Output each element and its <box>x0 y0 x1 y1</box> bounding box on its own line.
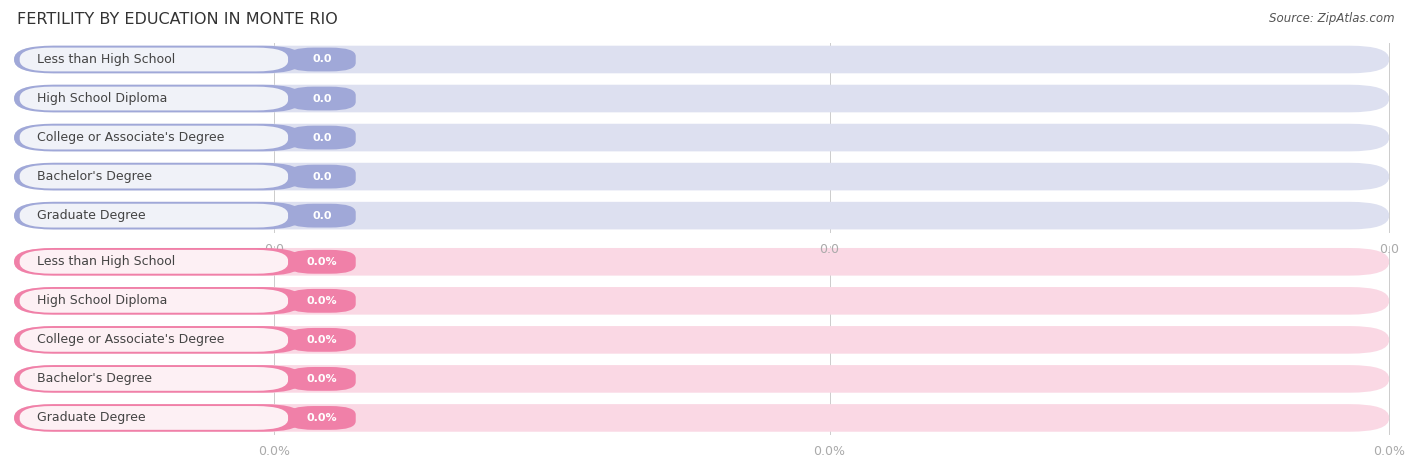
FancyBboxPatch shape <box>20 367 288 391</box>
FancyBboxPatch shape <box>288 87 356 110</box>
FancyBboxPatch shape <box>288 250 356 274</box>
Text: Bachelor's Degree: Bachelor's Degree <box>37 372 152 386</box>
FancyBboxPatch shape <box>20 126 288 149</box>
FancyBboxPatch shape <box>20 406 288 430</box>
Text: High School Diploma: High School Diploma <box>37 294 167 307</box>
FancyBboxPatch shape <box>14 326 1389 354</box>
FancyBboxPatch shape <box>14 202 1389 229</box>
Text: 0.0%: 0.0% <box>259 445 290 458</box>
FancyBboxPatch shape <box>288 328 356 352</box>
Text: Graduate Degree: Graduate Degree <box>37 411 145 425</box>
Text: Less than High School: Less than High School <box>37 255 174 268</box>
Text: 0.0: 0.0 <box>312 54 332 65</box>
FancyBboxPatch shape <box>288 204 356 228</box>
FancyBboxPatch shape <box>14 326 302 354</box>
FancyBboxPatch shape <box>288 367 356 391</box>
FancyBboxPatch shape <box>14 248 1389 276</box>
Text: Less than High School: Less than High School <box>37 53 174 66</box>
FancyBboxPatch shape <box>14 248 302 276</box>
FancyBboxPatch shape <box>288 406 356 430</box>
Text: 0.0%: 0.0% <box>307 257 337 267</box>
FancyBboxPatch shape <box>14 365 1389 393</box>
Text: 0.0: 0.0 <box>312 171 332 182</box>
Text: Graduate Degree: Graduate Degree <box>37 209 145 222</box>
Text: 0.0%: 0.0% <box>307 374 337 384</box>
FancyBboxPatch shape <box>14 124 1389 151</box>
FancyBboxPatch shape <box>14 163 1389 190</box>
Text: FERTILITY BY EDUCATION IN MONTE RIO: FERTILITY BY EDUCATION IN MONTE RIO <box>17 12 337 27</box>
FancyBboxPatch shape <box>288 165 356 188</box>
FancyBboxPatch shape <box>20 328 288 352</box>
FancyBboxPatch shape <box>288 289 356 313</box>
Text: Source: ZipAtlas.com: Source: ZipAtlas.com <box>1270 12 1395 25</box>
FancyBboxPatch shape <box>20 87 288 110</box>
FancyBboxPatch shape <box>14 124 302 151</box>
FancyBboxPatch shape <box>288 126 356 149</box>
Text: Bachelor's Degree: Bachelor's Degree <box>37 170 152 183</box>
FancyBboxPatch shape <box>20 165 288 188</box>
Text: College or Associate's Degree: College or Associate's Degree <box>37 333 224 347</box>
Text: 0.0: 0.0 <box>264 243 284 256</box>
FancyBboxPatch shape <box>14 85 302 112</box>
Text: 0.0: 0.0 <box>312 132 332 143</box>
FancyBboxPatch shape <box>14 404 302 432</box>
Text: 0.0%: 0.0% <box>307 335 337 345</box>
FancyBboxPatch shape <box>14 365 302 393</box>
Text: 0.0%: 0.0% <box>307 296 337 306</box>
Text: 0.0: 0.0 <box>820 243 839 256</box>
FancyBboxPatch shape <box>14 163 302 190</box>
FancyBboxPatch shape <box>14 404 1389 432</box>
FancyBboxPatch shape <box>14 202 302 229</box>
Text: College or Associate's Degree: College or Associate's Degree <box>37 131 224 144</box>
FancyBboxPatch shape <box>20 204 288 228</box>
Text: High School Diploma: High School Diploma <box>37 92 167 105</box>
Text: 0.0: 0.0 <box>1379 243 1399 256</box>
FancyBboxPatch shape <box>20 48 288 71</box>
FancyBboxPatch shape <box>14 85 1389 112</box>
FancyBboxPatch shape <box>14 287 1389 315</box>
FancyBboxPatch shape <box>288 48 356 71</box>
Text: 0.0: 0.0 <box>312 210 332 221</box>
FancyBboxPatch shape <box>14 287 302 315</box>
Text: 0.0%: 0.0% <box>1374 445 1405 458</box>
FancyBboxPatch shape <box>14 46 302 73</box>
Text: 0.0%: 0.0% <box>307 413 337 423</box>
Text: 0.0: 0.0 <box>312 93 332 104</box>
Text: 0.0%: 0.0% <box>814 445 845 458</box>
FancyBboxPatch shape <box>20 250 288 274</box>
FancyBboxPatch shape <box>14 46 1389 73</box>
FancyBboxPatch shape <box>20 289 288 313</box>
